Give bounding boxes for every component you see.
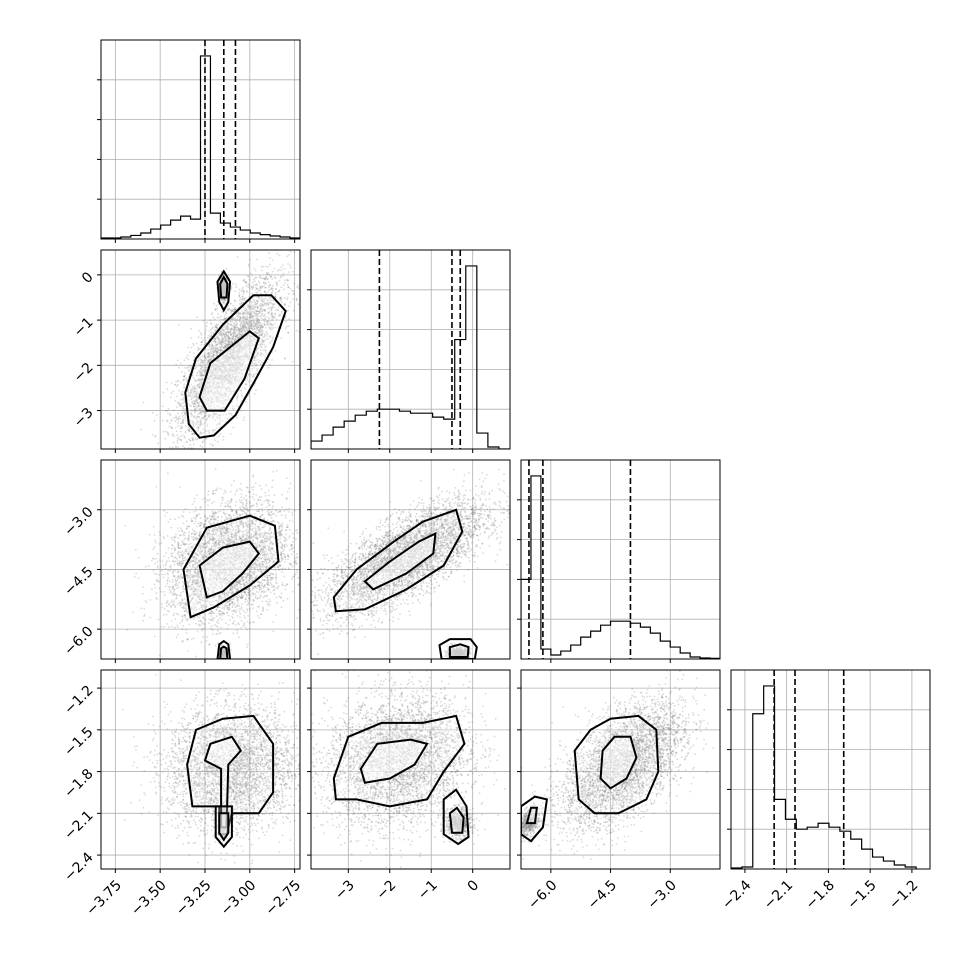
panel-r1-c0 xyxy=(97,249,301,453)
x-tick-label: 0 xyxy=(465,877,483,895)
x-tick-label: −1 xyxy=(415,877,441,903)
panel-r3-c1 xyxy=(307,669,511,873)
y-tick-label: −1.5 xyxy=(61,724,96,759)
contour-level-1 xyxy=(448,643,470,658)
x-tick-label: −3.75 xyxy=(83,877,125,919)
y-tick-label: −1.8 xyxy=(61,766,96,801)
contour-level-1 xyxy=(448,806,465,834)
axes-frame xyxy=(100,669,301,870)
panel-r2-c1 xyxy=(307,459,511,663)
y-tick-label: −2 xyxy=(71,360,97,386)
x-tick-label: −2.4 xyxy=(719,877,754,912)
contour-level-1 xyxy=(219,645,229,659)
x-tick-label: −3.0 xyxy=(645,877,680,912)
contour-level-1 xyxy=(203,735,243,829)
axes-frame xyxy=(520,669,721,870)
axes-frame xyxy=(100,249,301,450)
x-tick-label: −1.2 xyxy=(886,877,921,912)
x-tick-label: −2.1 xyxy=(761,877,796,912)
histogram-steps xyxy=(521,475,720,659)
y-tick-label: −3 xyxy=(71,405,97,431)
y-tick-label: −1.2 xyxy=(61,682,96,717)
x-tick-label: −4.5 xyxy=(585,877,620,912)
x-tick-label: −3 xyxy=(332,877,358,903)
contour-level-1 xyxy=(219,274,229,299)
x-tick-label: −2.75 xyxy=(263,877,305,919)
histogram-steps xyxy=(101,55,300,239)
contour-level-1 xyxy=(218,812,230,842)
y-tick-label: 0 xyxy=(79,269,97,287)
contour-level-1 xyxy=(599,735,638,790)
x-tick-label: −3.00 xyxy=(218,877,260,919)
x-tick-label: −6.0 xyxy=(525,877,560,912)
y-tick-label: −6.0 xyxy=(61,623,96,658)
axes-frame xyxy=(730,669,931,870)
panel-r2-c0 xyxy=(97,459,301,663)
contour-level-1 xyxy=(359,738,429,784)
panel-r3-c0 xyxy=(97,669,301,873)
histogram-steps xyxy=(311,265,510,449)
axes-frame xyxy=(100,39,301,240)
panel-r0-c0 xyxy=(97,39,301,243)
panel-r3-c3 xyxy=(727,669,931,873)
y-tick-label: −2.1 xyxy=(61,808,96,843)
contour-level-1 xyxy=(198,330,260,412)
histogram-steps xyxy=(731,685,917,869)
contour-level-1 xyxy=(363,531,437,591)
y-tick-label: −4.5 xyxy=(61,564,96,599)
axes-frame xyxy=(310,249,511,450)
axes-frame xyxy=(310,669,511,870)
panel-r3-c2 xyxy=(517,669,721,873)
y-tick-label: −1 xyxy=(71,314,97,340)
axes-frame xyxy=(520,459,721,660)
y-tick-label: −3.0 xyxy=(61,504,96,539)
panel-r1-c1 xyxy=(307,249,511,453)
x-tick-label: −1.8 xyxy=(803,877,838,912)
axes-frame xyxy=(310,459,511,660)
contour-level-1 xyxy=(525,806,539,825)
y-tick-label: −2.4 xyxy=(61,849,96,884)
panel-r2-c2 xyxy=(517,459,721,663)
x-tick-label: −1.5 xyxy=(844,877,879,912)
x-tick-label: −2 xyxy=(373,877,399,903)
axes-frame xyxy=(100,459,301,660)
x-tick-label: −3.25 xyxy=(173,877,215,919)
contour-level-1 xyxy=(198,540,261,599)
x-tick-label: −3.50 xyxy=(128,877,170,919)
